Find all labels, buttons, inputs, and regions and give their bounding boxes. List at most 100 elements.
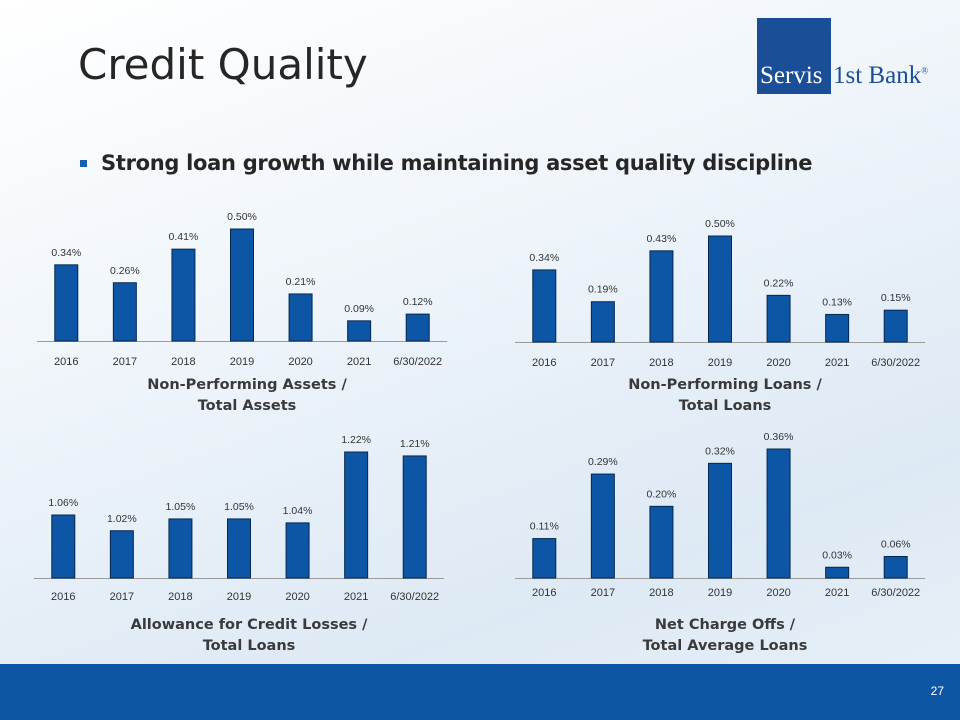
chart-npl-bar: [649, 250, 674, 343]
chart-npa-bar: [405, 313, 430, 342]
chart-npl-bar: [708, 235, 732, 343]
chart-npa-data-label: 0.26%: [110, 265, 140, 277]
registered-mark: ®: [921, 65, 929, 76]
chart-npa-category-label: 2021: [347, 356, 371, 368]
chart-npl-data-label: 0.19%: [588, 284, 618, 296]
chart-npl-svg: 0.34% 2016 0.19% 2017 0.43% 2018 0.50% 2019 0.22…: [515, 218, 925, 369]
chart-npl-bar: [590, 301, 615, 343]
chart-nco-category-label: 2019: [708, 587, 732, 599]
chart-nco-svg: 0.11% 2016 0.29% 2017 0.20% 2018 0.32% 2019 0.36…: [515, 431, 925, 599]
chart-npa-category-label: 2017: [113, 356, 137, 368]
chart-npl-category-label: 2016: [532, 357, 556, 369]
page-number: 27: [930, 684, 944, 698]
chart-nco-data-label: 0.20%: [647, 488, 677, 500]
chart-acl-caption-line1: Allowance for Credit Losses /: [130, 617, 368, 633]
chart-acl-data-label: 1.06%: [48, 497, 78, 509]
chart-acl-bar: [285, 522, 310, 579]
chart-npl-bar: [766, 294, 791, 343]
chart-npa-svg: 0.34% 2016 0.26% 2017 0.41% 2018 0.50% 2019 0.21…: [37, 211, 447, 368]
chart-npl-bar: [825, 313, 850, 343]
chart-npa-bar: [54, 264, 79, 342]
logo-text-servis: Servis: [760, 62, 823, 89]
bullet-square-icon: [80, 159, 87, 167]
chart-npa-bar: [347, 320, 372, 342]
chart-nco-data-label: 0.29%: [588, 456, 618, 468]
chart-acl-data-label: 1.05%: [224, 501, 254, 513]
chart-nco-caption-line2: Total Average Loans: [642, 638, 808, 654]
chart-npl-data-label: 0.50%: [705, 218, 735, 230]
chart-npa-caption-line1: Non-Performing Assets /: [147, 377, 347, 393]
chart-npa: 0.34% 2016 0.26% 2017 0.41% 2018 0.50% 2019 0.21…: [37, 205, 457, 375]
chart-nco-caption: Net Charge Offs / Total Average Loans: [515, 615, 935, 657]
chart-nco-bar: [649, 505, 674, 579]
chart-npa-data-label: 0.34%: [51, 247, 81, 259]
chart-npl-data-label: 0.34%: [529, 252, 559, 264]
chart-acl-category-label: 6/30/2022: [390, 591, 439, 603]
chart-nco-bar: [708, 462, 732, 579]
chart-acl-bar: [168, 518, 193, 579]
chart-nco-bar: [766, 448, 791, 579]
chart-acl-category-label: 2017: [110, 591, 134, 603]
chart-acl-caption-line2: Total Loans: [202, 638, 296, 654]
chart-npl-data-label: 0.13%: [822, 296, 852, 308]
chart-acl-data-label: 1.05%: [166, 501, 196, 513]
chart-npl-category-label: 6/30/2022: [871, 357, 920, 369]
chart-npa-bar: [230, 228, 254, 342]
bank-logo: [757, 18, 831, 94]
chart-npa-category-label: 2018: [171, 356, 195, 368]
chart-npa-category-label: 2020: [288, 356, 312, 368]
logo-text-1st-bank-label: 1st Bank: [833, 62, 922, 89]
chart-npl-caption-line2: Total Loans: [678, 398, 772, 414]
chart-npa-bar: [288, 293, 313, 342]
chart-npa-caption: Non-Performing Assets / Total Assets: [37, 375, 457, 417]
chart-nco-category-label: 2021: [825, 587, 849, 599]
chart-acl: 1.06% 2016 1.02% 2017 1.05% 2018 1.05% 2019 1.04…: [34, 428, 454, 608]
chart-nco-bar: [532, 538, 557, 579]
chart-npa-data-label: 0.41%: [169, 231, 199, 243]
chart-npl-caption-line1: Non-Performing Loans /: [628, 377, 822, 393]
chart-npl: 0.34% 2016 0.19% 2017 0.43% 2018 0.50% 2019 0.22…: [515, 212, 935, 375]
chart-nco-data-label: 0.03%: [822, 549, 852, 561]
chart-acl-data-label: 1.04%: [283, 505, 313, 517]
chart-nco-category-label: 2017: [591, 587, 615, 599]
chart-acl-category-label: 2016: [51, 591, 75, 603]
chart-acl-svg: 1.06% 2016 1.02% 2017 1.05% 2018 1.05% 2019 1.04…: [34, 434, 444, 603]
chart-npl-category-label: 2020: [766, 357, 790, 369]
chart-acl-caption: Allowance for Credit Losses / Total Loan…: [39, 615, 459, 657]
chart-acl-category-label: 2018: [168, 591, 192, 603]
chart-acl-bar: [109, 530, 134, 579]
footer-bar: 27: [0, 664, 960, 720]
chart-nco-data-label: 0.06%: [881, 539, 911, 551]
chart-nco-category-label: 2018: [649, 587, 673, 599]
chart-acl-category-label: 2019: [227, 591, 251, 603]
bullet-point: Strong loan growth while maintaining ass…: [80, 151, 813, 175]
chart-acl-bar: [227, 518, 251, 579]
chart-npa-data-label: 0.21%: [286, 276, 316, 288]
chart-npl-category-label: 2018: [649, 357, 673, 369]
chart-npl-category-label: 2021: [825, 357, 849, 369]
chart-npa-bar: [112, 282, 137, 342]
chart-npa-data-label: 0.09%: [344, 303, 374, 315]
bullet-text: Strong loan growth while maintaining ass…: [101, 151, 813, 175]
chart-nco-bar: [590, 473, 615, 579]
chart-nco-data-label: 0.11%: [530, 521, 559, 533]
chart-npl-category-label: 2017: [591, 357, 615, 369]
chart-npl-data-label: 0.22%: [764, 277, 794, 289]
chart-nco-data-label: 0.32%: [705, 445, 735, 457]
chart-nco-bar: [825, 566, 850, 579]
chart-acl-bar: [344, 451, 369, 579]
chart-npa-category-label: 6/30/2022: [393, 356, 442, 368]
slide-title: Credit Quality: [78, 40, 368, 89]
chart-acl-category-label: 2021: [344, 591, 368, 603]
logo-text-1st-bank: 1st Bank®: [833, 62, 928, 90]
chart-npl-caption: Non-Performing Loans / Total Loans: [515, 375, 935, 417]
chart-acl-category-label: 2020: [285, 591, 309, 603]
chart-npa-data-label: 0.50%: [227, 211, 257, 223]
chart-npl-data-label: 0.15%: [881, 292, 911, 304]
chart-acl-bar: [51, 514, 76, 579]
chart-acl-data-label: 1.02%: [107, 513, 137, 525]
chart-nco-caption-line1: Net Charge Offs /: [654, 617, 796, 633]
chart-nco-data-label: 0.36%: [764, 431, 794, 443]
chart-nco: 0.11% 2016 0.29% 2017 0.20% 2018 0.32% 2019 0.36…: [515, 426, 935, 608]
chart-npl-bar: [532, 269, 557, 343]
